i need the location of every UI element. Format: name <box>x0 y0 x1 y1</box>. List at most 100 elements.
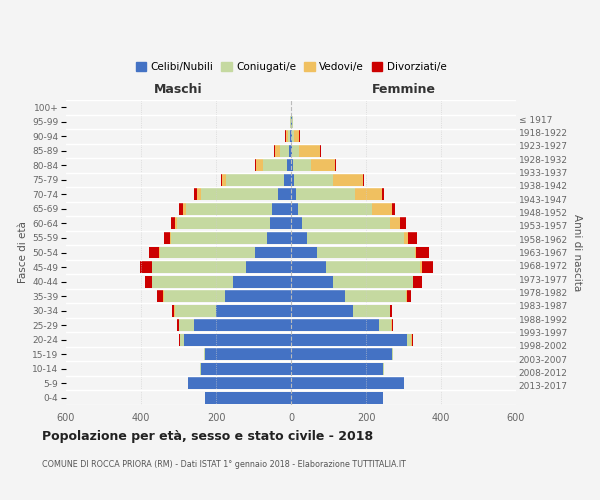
Bar <box>400 218 406 230</box>
Bar <box>140 261 151 273</box>
Bar <box>288 130 290 142</box>
Bar <box>296 188 355 200</box>
Bar <box>307 232 404 244</box>
Bar <box>179 203 183 215</box>
Bar <box>157 290 163 302</box>
Bar <box>160 246 256 258</box>
Bar <box>263 160 287 172</box>
Bar <box>284 174 291 186</box>
Bar <box>188 378 291 389</box>
Bar <box>246 261 291 273</box>
Bar <box>226 290 291 302</box>
Bar <box>170 232 171 244</box>
Bar <box>291 188 296 200</box>
Bar <box>175 218 176 230</box>
Bar <box>179 319 193 331</box>
Bar <box>293 160 311 172</box>
Bar <box>233 276 291 287</box>
Bar <box>379 319 391 331</box>
Bar <box>415 246 416 258</box>
Legend: Celibi/Nubili, Coniugati/e, Vedovi/e, Divorziati/e: Celibi/Nubili, Coniugati/e, Vedovi/e, Di… <box>131 58 451 76</box>
Bar <box>152 276 233 287</box>
Bar <box>291 392 383 404</box>
Bar <box>291 362 383 374</box>
Bar <box>299 145 320 157</box>
Bar <box>201 188 278 200</box>
Bar <box>179 334 181 345</box>
Bar <box>334 174 362 186</box>
Y-axis label: Anni di nascita: Anni di nascita <box>572 214 582 291</box>
Bar <box>200 362 201 374</box>
Bar <box>278 188 291 200</box>
Bar <box>280 145 289 157</box>
Bar <box>291 261 325 273</box>
Bar <box>292 116 293 128</box>
Bar <box>181 334 184 345</box>
Bar <box>291 116 292 128</box>
Bar <box>205 348 291 360</box>
Bar <box>407 290 410 302</box>
Bar <box>291 203 298 215</box>
Bar <box>382 188 383 200</box>
Bar <box>333 276 413 287</box>
Bar <box>175 304 216 316</box>
Bar <box>266 232 291 244</box>
Bar <box>311 160 335 172</box>
Bar <box>176 218 271 230</box>
Bar <box>413 276 422 287</box>
Bar <box>193 319 291 331</box>
Text: Maschi: Maschi <box>154 82 203 96</box>
Bar <box>184 334 291 345</box>
Bar <box>170 218 175 230</box>
Bar <box>392 348 393 360</box>
Bar <box>406 290 407 302</box>
Bar <box>291 218 302 230</box>
Bar <box>389 218 400 230</box>
Bar <box>389 304 391 316</box>
Bar <box>205 392 291 404</box>
Bar <box>421 261 433 273</box>
Bar <box>291 319 379 331</box>
Bar <box>221 174 223 186</box>
Bar <box>163 232 170 244</box>
Bar <box>407 334 411 345</box>
Bar <box>171 232 266 244</box>
Bar <box>362 174 364 186</box>
Bar <box>201 362 291 374</box>
Bar <box>186 203 272 215</box>
Bar <box>291 334 407 345</box>
Bar <box>226 174 284 186</box>
Bar <box>291 290 346 302</box>
Bar <box>197 188 201 200</box>
Bar <box>294 174 334 186</box>
Text: Femmine: Femmine <box>371 82 436 96</box>
Bar <box>291 145 292 157</box>
Bar <box>172 304 174 316</box>
Bar <box>287 160 291 172</box>
Bar <box>392 203 395 215</box>
Bar <box>193 188 197 200</box>
Bar <box>275 145 280 157</box>
Bar <box>254 160 256 172</box>
Bar <box>355 188 382 200</box>
Bar <box>325 261 420 273</box>
Bar <box>290 130 291 142</box>
Bar <box>317 246 415 258</box>
Bar <box>420 261 421 273</box>
Bar <box>291 276 333 287</box>
Bar <box>416 246 430 258</box>
Bar <box>274 145 275 157</box>
Bar <box>286 130 288 142</box>
Bar <box>391 319 392 331</box>
Bar <box>256 160 263 172</box>
Bar <box>404 232 408 244</box>
Bar <box>291 348 392 360</box>
Bar <box>151 276 152 287</box>
Bar <box>302 218 389 230</box>
Bar <box>163 290 226 302</box>
Bar <box>291 232 307 244</box>
Text: Popolazione per età, sesso e stato civile - 2018: Popolazione per età, sesso e stato civil… <box>42 430 373 443</box>
Bar <box>299 130 300 142</box>
Bar <box>291 130 292 142</box>
Bar <box>152 261 246 273</box>
